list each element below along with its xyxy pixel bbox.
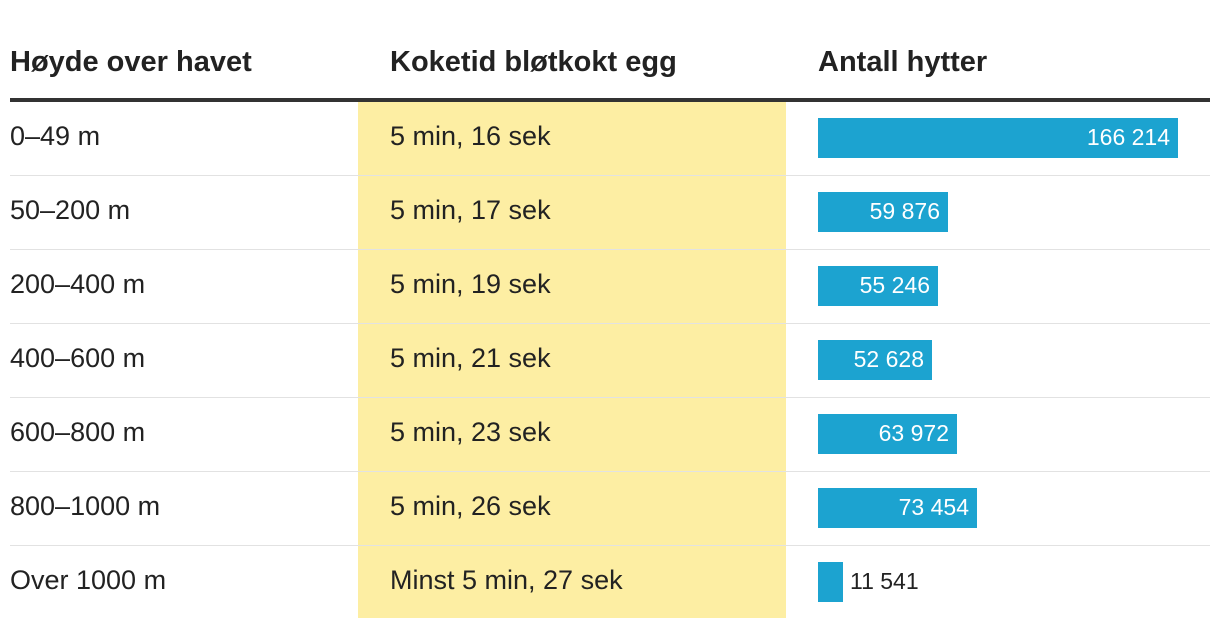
highlighted-boil-time-column bbox=[358, 101, 786, 618]
altitude-cell: 800–1000 m bbox=[10, 491, 161, 521]
cabins-bar-label: 55 246 bbox=[859, 272, 930, 298]
table-row: 50–200 m 5 min, 17 sek 59 876 bbox=[0, 176, 1220, 250]
boil-time-cell: 5 min, 17 sek bbox=[390, 195, 551, 225]
altitude-cell: 600–800 m bbox=[10, 417, 146, 447]
boil-time-cell: 5 min, 21 sek bbox=[390, 343, 551, 373]
cabins-bar-label: 11 541 bbox=[850, 568, 919, 594]
table-row: 400–600 m 5 min, 21 sek 52 628 bbox=[0, 324, 1220, 398]
cabins-bar-label: 73 454 bbox=[898, 494, 969, 520]
boil-time-cell: 5 min, 16 sek bbox=[390, 121, 551, 151]
cabins-bar bbox=[818, 118, 1178, 158]
header-altitude: Høyde over havet bbox=[10, 46, 252, 78]
row-divider bbox=[10, 397, 1210, 398]
table-row: 600–800 m 5 min, 23 sek 63 972 bbox=[0, 398, 1220, 472]
altitude-cell: 0–49 m bbox=[10, 121, 101, 151]
cabins-bar-label: 63 972 bbox=[878, 420, 949, 446]
cabins-bar bbox=[818, 192, 948, 232]
boil-time-cell: 5 min, 19 sek bbox=[390, 269, 551, 299]
altitude-cell: 50–200 m bbox=[10, 195, 131, 225]
header-divider bbox=[10, 98, 1210, 102]
row-divider bbox=[10, 471, 1210, 472]
table-row: 800–1000 m 5 min, 26 sek 73 454 bbox=[0, 472, 1220, 546]
table-row: 200–400 m 5 min, 19 sek 55 246 bbox=[0, 250, 1220, 324]
cabins-bar-label: 59 876 bbox=[869, 198, 940, 224]
row-divider bbox=[10, 175, 1210, 176]
table-header: Høyde over havet Koketid bløtkokt egg An… bbox=[0, 0, 1220, 102]
cabins-bar bbox=[818, 562, 843, 602]
cabins-bar bbox=[818, 266, 938, 306]
cabins-bar-label: 166 214 bbox=[1086, 124, 1170, 150]
cabins-bar bbox=[818, 414, 957, 454]
header-cabins: Antall hytter bbox=[818, 46, 988, 78]
altitude-cell: 200–400 m bbox=[10, 269, 146, 299]
altitude-cell: 400–600 m bbox=[10, 343, 146, 373]
table-row: Over 1000 m Minst 5 min, 27 sek 11 541 bbox=[0, 546, 1220, 620]
boil-time-cell: Minst 5 min, 27 sek bbox=[390, 565, 623, 595]
row-divider bbox=[10, 249, 1210, 250]
row-divider bbox=[10, 545, 1210, 546]
cabins-bar bbox=[818, 488, 977, 528]
cabins-bar-label: 52 628 bbox=[853, 346, 924, 372]
boil-time-cell: 5 min, 26 sek bbox=[390, 491, 551, 521]
altitude-cell: Over 1000 m bbox=[10, 565, 167, 595]
header-boil-time: Koketid bløtkokt egg bbox=[390, 46, 677, 78]
table-row: 0–49 m 5 min, 16 sek 166 214 bbox=[0, 102, 1220, 176]
boil-time-cell: 5 min, 23 sek bbox=[390, 417, 551, 447]
row-divider bbox=[10, 323, 1210, 324]
cabins-bar bbox=[818, 340, 932, 380]
